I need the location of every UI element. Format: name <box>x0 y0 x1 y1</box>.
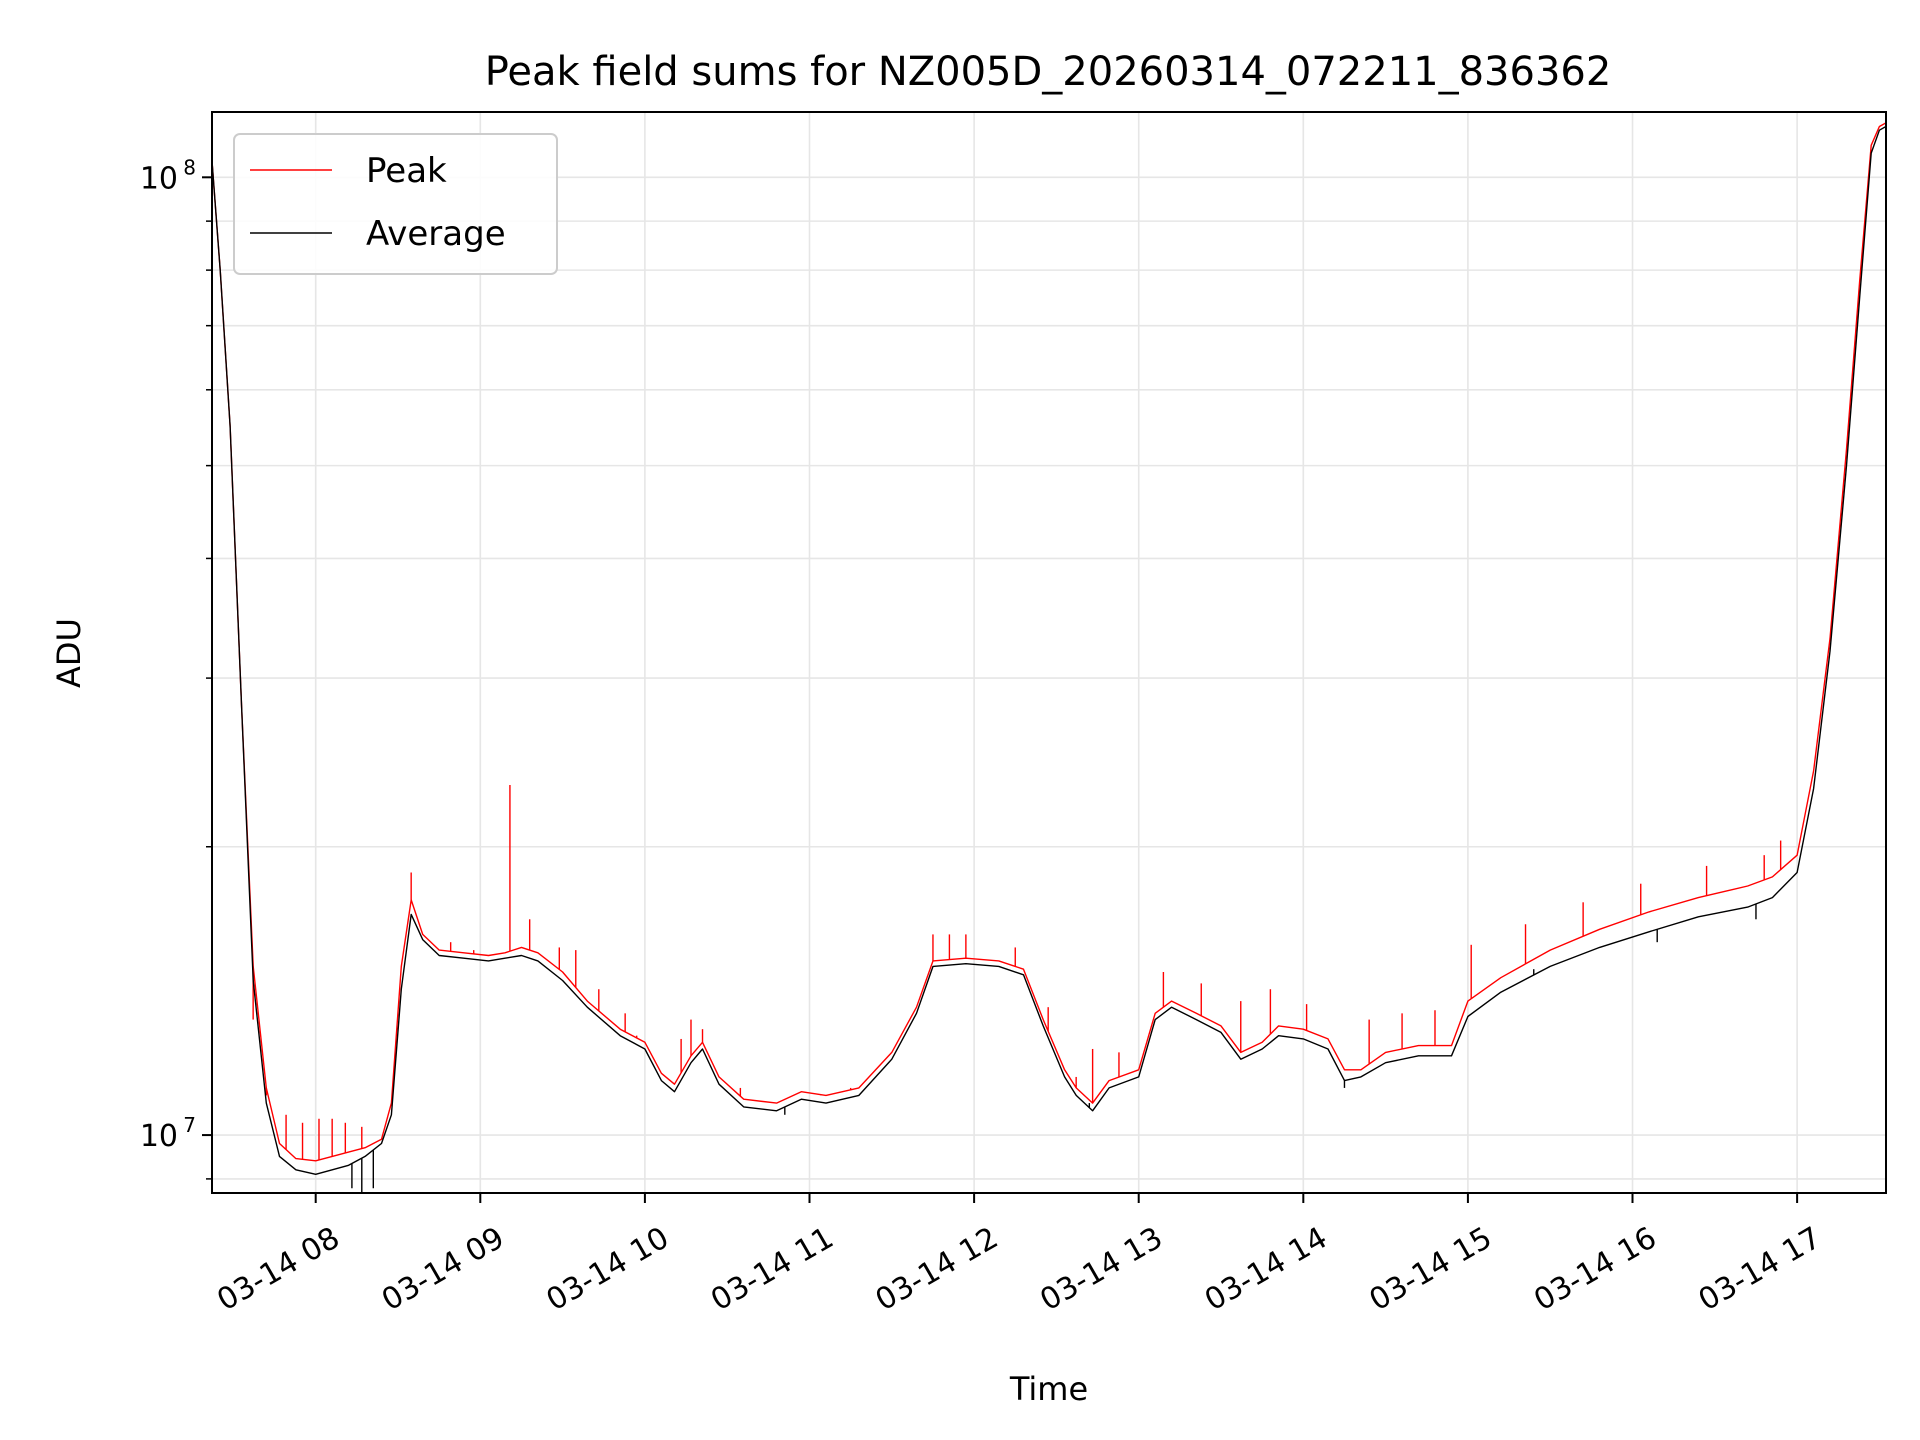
legend-box <box>233 133 558 275</box>
y-tick-exponent: 7 <box>183 1113 196 1137</box>
series-layer <box>212 122 1886 1193</box>
legend-peak-label: Peak <box>366 151 447 191</box>
y-tick-label: 10 <box>140 1119 178 1154</box>
y-tick-label: 10 <box>140 161 178 196</box>
legend-average-label: Average <box>366 214 506 254</box>
y-axis-label: ADU <box>50 618 88 688</box>
series-average-line <box>212 125 1886 1175</box>
y-tick-exponent: 8 <box>183 155 196 179</box>
chart-title: Peak field sums for NZ005D_20260314_0722… <box>485 49 1612 95</box>
grid <box>212 112 1886 1193</box>
x-axis-label: Time <box>1009 1370 1088 1408</box>
legend: Peak Average <box>233 133 558 275</box>
plot-frame <box>211 111 1887 1194</box>
